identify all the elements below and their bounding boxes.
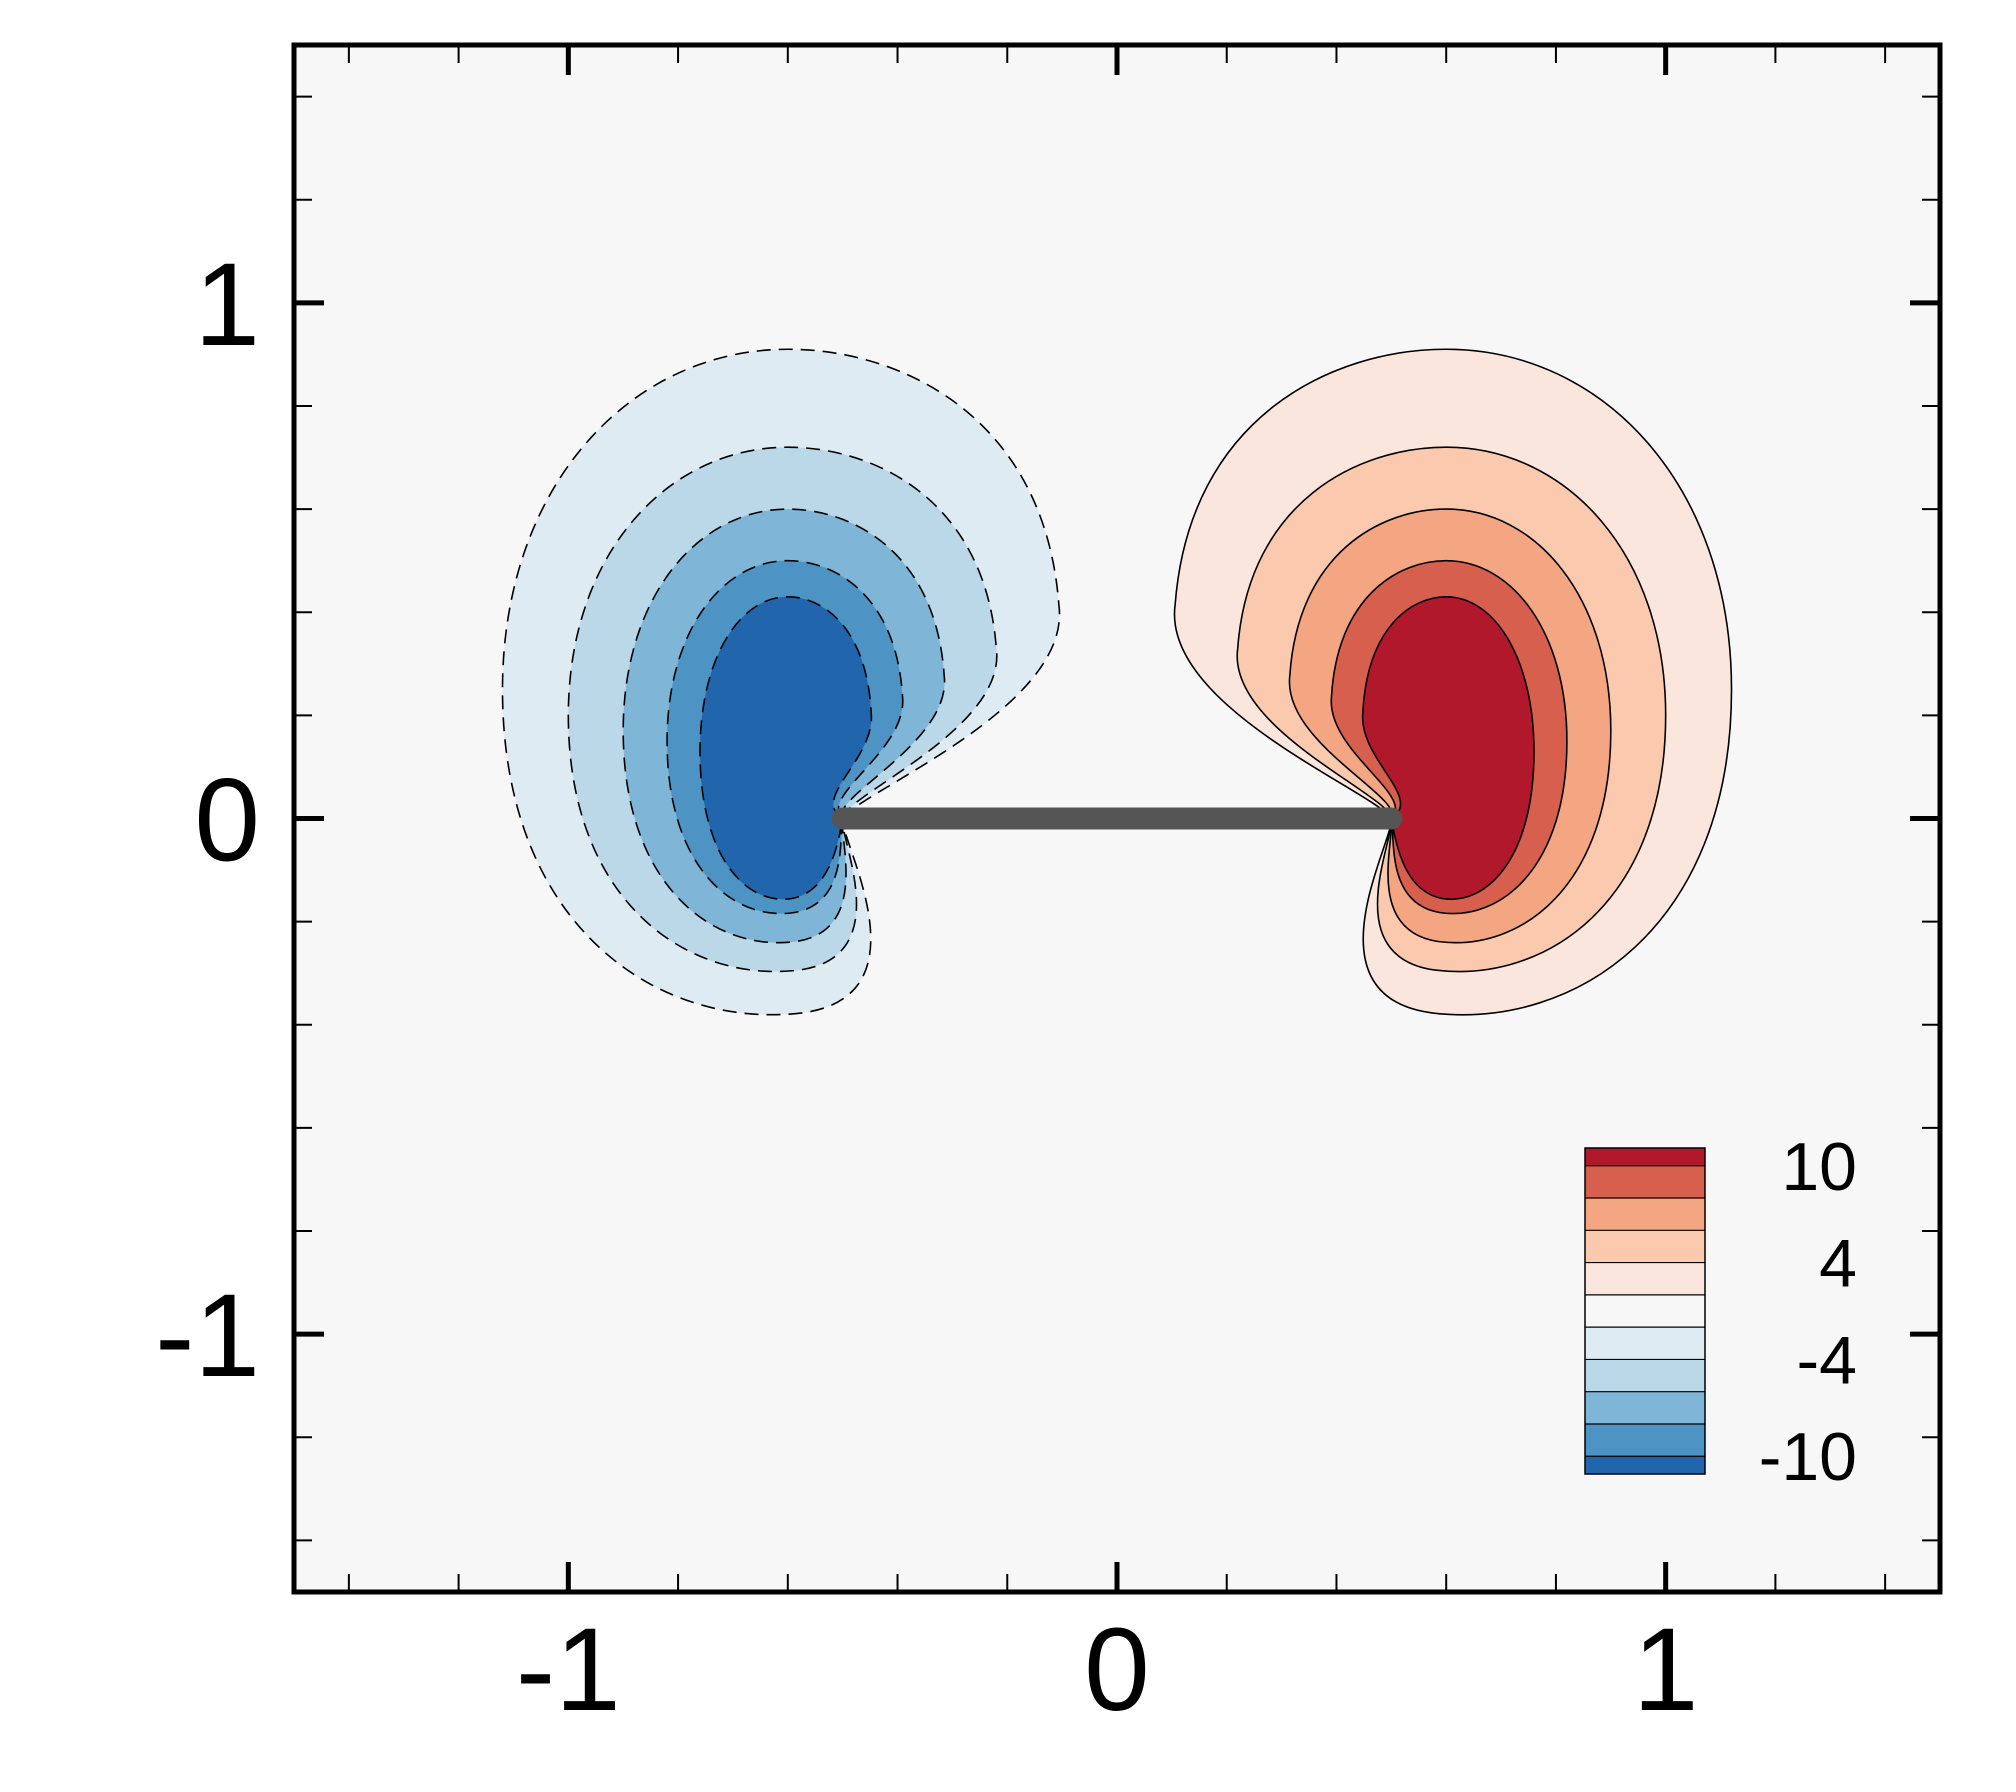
colorbar-swatch xyxy=(1585,1391,1705,1424)
colorbar-swatch xyxy=(1585,1359,1705,1392)
colorbar-label: -4 xyxy=(1797,1322,1857,1398)
colorbar: 10 4 -4 -10 xyxy=(1584,1129,1857,1495)
colorbar-swatch xyxy=(1585,1198,1705,1231)
colorbar-swatch xyxy=(1585,1165,1705,1199)
colorbar-outline xyxy=(1584,1147,1706,1475)
x-tick-labels: -1 0 1 xyxy=(516,1604,1699,1736)
colorbar-label: 4 xyxy=(1819,1226,1857,1302)
x-tick-label: -1 xyxy=(516,1604,621,1736)
negative-vortex xyxy=(501,348,1061,1016)
x-tick-label: 1 xyxy=(1633,1604,1699,1736)
colorbar-swatch xyxy=(1585,1327,1705,1360)
y-tick-label: 1 xyxy=(194,239,260,371)
colorbar-label: 10 xyxy=(1781,1129,1857,1205)
colorbar-swatch xyxy=(1585,1423,1705,1457)
colorbar-swatch xyxy=(1585,1294,1705,1328)
colorbar-swatch xyxy=(1585,1456,1705,1474)
vorticity-field xyxy=(501,348,1733,1016)
x-tick-label: 0 xyxy=(1084,1604,1150,1736)
contour-level xyxy=(699,595,873,901)
colorbar-swatch xyxy=(1585,1148,1705,1166)
contour-level xyxy=(1361,595,1535,901)
axis-ticks xyxy=(294,45,1940,1592)
colorbar-swatch xyxy=(1585,1230,1705,1263)
positive-vortex xyxy=(1173,348,1733,1016)
y-tick-label: -1 xyxy=(155,1270,260,1402)
y-tick-label: 0 xyxy=(194,755,260,887)
colorbar-swatch xyxy=(1585,1262,1705,1295)
y-tick-labels: 1 0 -1 xyxy=(155,239,260,1402)
colorbar-label: -10 xyxy=(1759,1419,1857,1495)
